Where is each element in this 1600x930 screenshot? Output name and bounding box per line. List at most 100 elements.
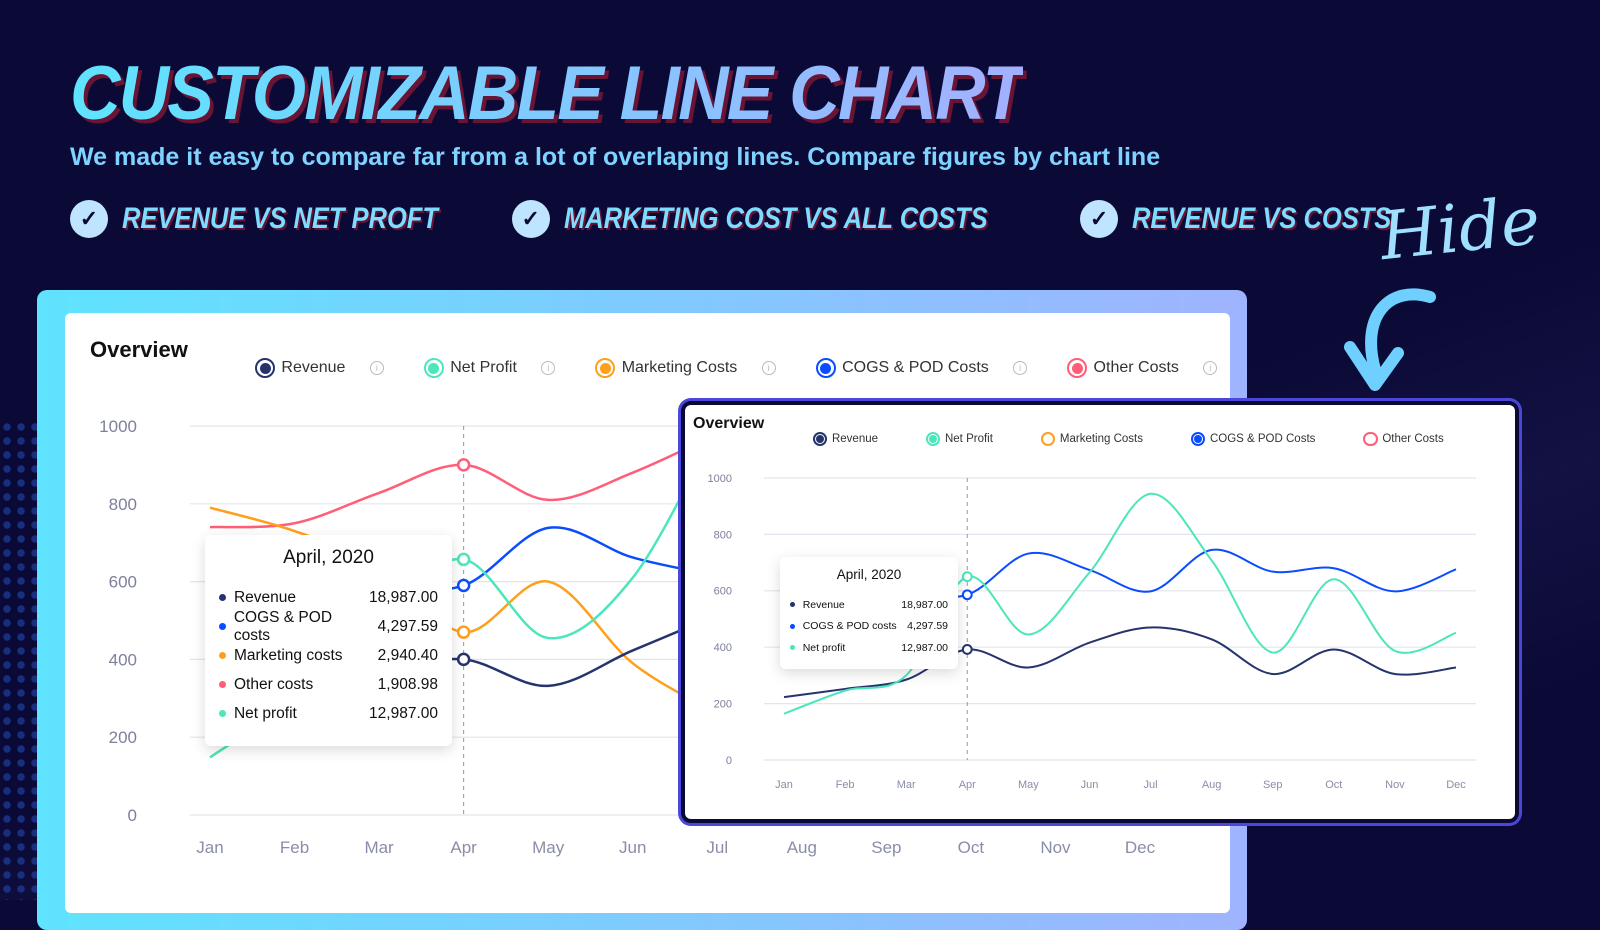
x-tick-label: Nov (1385, 779, 1405, 791)
feature-label: REVENUE VS COSTS (1132, 202, 1392, 235)
chart-title: Overview (90, 337, 188, 362)
x-tick-label: Nov (1040, 838, 1071, 857)
x-tick-label: Jul (1144, 779, 1158, 791)
x-tick-label: Mar (897, 779, 916, 791)
legend-item-marketing-costs[interactable]: Marketing Costs (1040, 432, 1143, 447)
check-circle-icon: ✓ (511, 200, 550, 238)
y-tick-label: 200 (714, 698, 732, 710)
legend-label: Revenue (281, 359, 346, 376)
series-dot-icon (219, 594, 226, 601)
legend-item-revenue[interactable]: Revenue i (255, 358, 384, 378)
feature-label: REVENUE VS NET PROFT (122, 202, 438, 235)
info-icon[interactable]: i (761, 361, 776, 375)
y-tick-label: 600 (714, 586, 732, 598)
y-tick-label: 0 (726, 755, 732, 767)
y-tick-label: 1000 (99, 417, 137, 436)
series-dot-icon (219, 652, 226, 659)
tooltip-value: 4,297.59 (907, 620, 948, 633)
headline: CUSTOMIZABLE LINE CHART (70, 51, 1025, 136)
plot-area: 1000 800 600 400 200 0 Jan Feb Mar Apr May Jun Jul Au… (708, 473, 1476, 791)
legend-toggle-icon (1190, 432, 1206, 447)
tooltip-value: 2,940.40 (377, 646, 438, 664)
legend-item-marketing-costs[interactable]: Marketing Costs i (595, 358, 776, 378)
data-point-cogs-pod-costs[interactable] (961, 589, 973, 601)
data-point-net-profit[interactable] (961, 571, 973, 583)
tooltip-row: Marketing costs 2,940.40 (219, 641, 438, 670)
legend-toggle-icon (813, 432, 828, 447)
chart-legend: Revenue i Net Profit i Marketing Costs i COGS … (255, 358, 1218, 378)
y-tick-label: 200 (109, 728, 137, 747)
legend-item-cogs-pod-costs[interactable]: COGS & POD Costs (1190, 432, 1316, 447)
x-tick-label: Jun (1081, 779, 1099, 791)
legend-toggle-icon (595, 358, 616, 378)
data-point-revenue[interactable] (456, 652, 471, 667)
info-icon[interactable]: i (1203, 361, 1218, 375)
tooltip-row: Other costs 1,908.98 (219, 670, 438, 699)
info-icon[interactable]: i (369, 361, 384, 375)
x-tick-label: Oct (958, 838, 985, 857)
feature-item: ✓ MARKETING COST VS ALL COSTS (511, 200, 1022, 238)
data-point-marketing-costs[interactable] (456, 625, 471, 639)
tooltip-row: Net profit 12,987.00 (219, 699, 438, 728)
x-tick-label: Oct (1325, 779, 1342, 791)
legend-label: COGS & POD Costs (842, 359, 989, 376)
y-tick-label: 400 (714, 642, 732, 654)
legend-label: Other Costs (1093, 359, 1179, 376)
tooltip: April, 2020 Revenue 18,987.00 COGS & POD co… (205, 535, 452, 746)
tooltip-title: April, 2020 (836, 567, 902, 582)
check-circle-icon: ✓ (1080, 200, 1119, 238)
feature-item: ✓ REVENUE VS NET PROFT (70, 200, 454, 238)
series-dot-icon (219, 623, 226, 630)
tooltip-title: April, 2020 (283, 547, 374, 568)
tooltip-row: COGS & POD costs 4,297.59 (219, 609, 438, 644)
legend-label: Net Profit (450, 359, 517, 376)
legend-label: Revenue (831, 433, 879, 446)
x-tick-label: Aug (1202, 779, 1222, 791)
legend-item-net-profit[interactable]: Net Profit (926, 432, 993, 447)
legend-item-other-costs[interactable]: Other Costs i (1067, 358, 1218, 378)
x-tick-label: Feb (836, 779, 855, 791)
legend-item-other-costs[interactable]: Other Costs (1363, 432, 1444, 447)
legend-toggle-icon (1067, 358, 1088, 378)
x-tick-label: Dec (1446, 779, 1466, 791)
x-tick-label: May (532, 838, 565, 857)
tooltip-value: 4,297.59 (377, 617, 438, 635)
data-point-cogs-pod-costs[interactable] (456, 578, 471, 593)
overview-chart-filtered: Overview Revenue Net Profit Marketing Costs… (681, 401, 1519, 823)
series-line-revenue[interactable] (783, 626, 1457, 699)
x-tick-label: Apr (450, 838, 477, 857)
tooltip-label: Marketing costs (233, 646, 343, 664)
legend-item-cogs-pod-costs[interactable]: COGS & POD Costs i (815, 358, 1028, 378)
series-line-net-profit[interactable] (783, 492, 1457, 715)
tooltip-row: COGS & POD costs 4,297.59 (790, 616, 948, 638)
series-dot-icon (790, 623, 795, 629)
data-point-revenue[interactable] (961, 644, 973, 655)
info-icon[interactable]: i (1013, 361, 1028, 375)
data-point-other-costs[interactable] (456, 458, 471, 472)
tooltip-row: Revenue 18,987.00 (219, 583, 438, 612)
legend-label: COGS & POD Costs (1209, 433, 1316, 446)
feature-item: ✓ REVENUE VS COSTS (1080, 200, 1397, 238)
x-tick-label: Aug (787, 838, 817, 857)
legend-toggle-icon (423, 358, 444, 378)
y-tick-label: 1000 (708, 473, 732, 485)
legend-label: Net Profit (944, 433, 993, 446)
feature-list: ✓ REVENUE VS NET PROFT ✓ MARKETING COST VS… (70, 200, 1397, 238)
tooltip-label: Revenue (233, 588, 297, 606)
series-line-other-costs[interactable] (209, 432, 718, 529)
series-dot-icon (790, 602, 795, 608)
legend-item-net-profit[interactable]: Net Profit i (423, 358, 556, 378)
y-tick-label: 800 (714, 529, 732, 541)
legend-item-revenue[interactable]: Revenue (813, 432, 879, 447)
legend-toggle-icon (1040, 432, 1056, 447)
data-point-net-profit[interactable] (456, 552, 471, 567)
info-icon[interactable]: i (541, 361, 556, 375)
check-circle-icon: ✓ (70, 200, 108, 238)
y-tick-label: 600 (109, 573, 137, 592)
chart-title: Overview (693, 415, 765, 432)
feature-label: MARKETING COST VS ALL COSTS (563, 202, 988, 235)
legend-label: Other Costs (1382, 433, 1444, 446)
legend-toggle-icon (926, 432, 941, 447)
y-tick-label: 800 (109, 495, 137, 514)
chart-legend: Revenue Net Profit Marketing Costs COGS & P… (813, 432, 1444, 447)
